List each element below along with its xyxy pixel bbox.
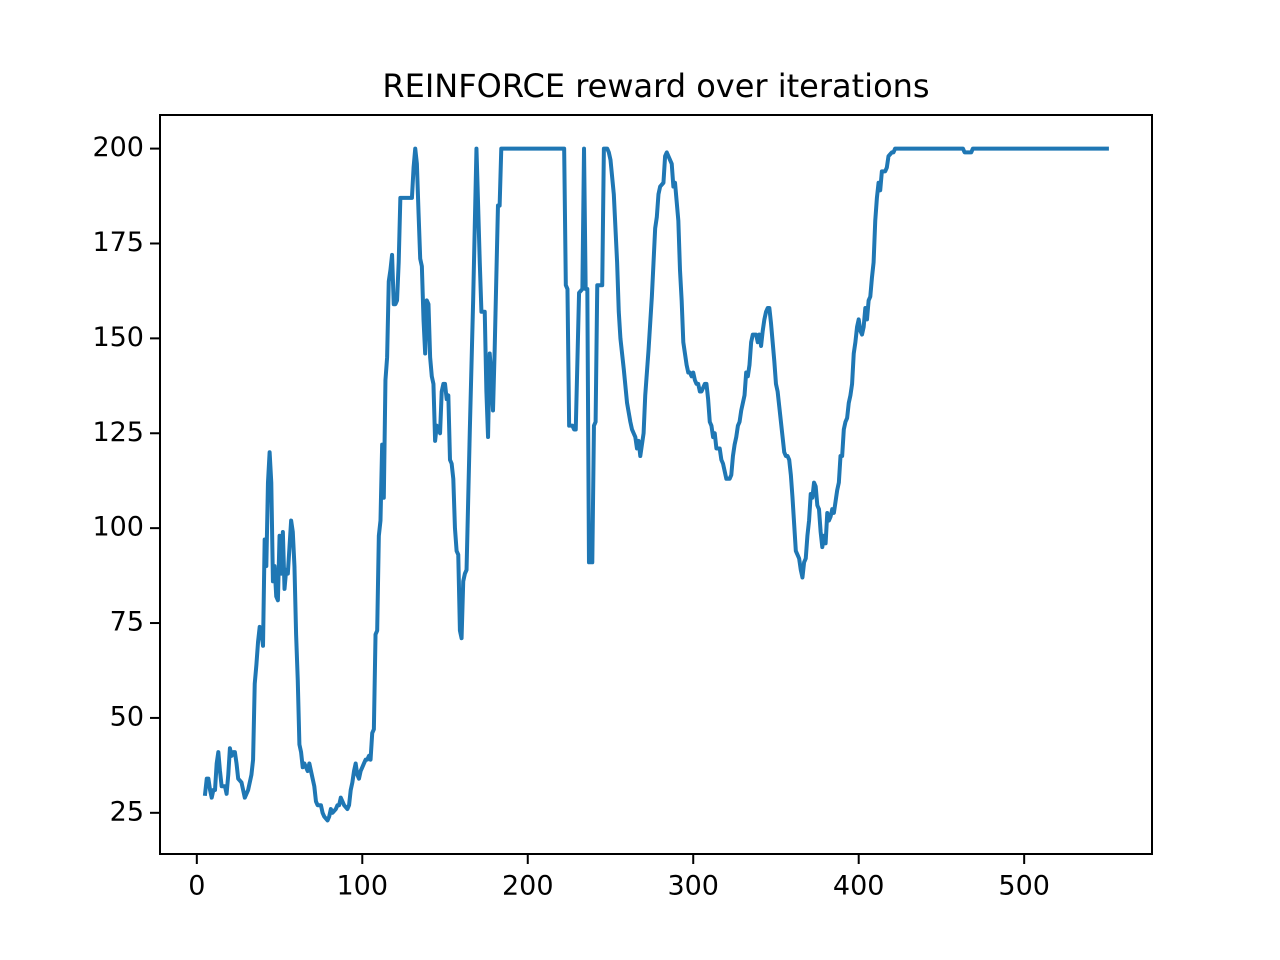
y-tick-label: 25 bbox=[110, 796, 144, 827]
x-tick-label: 100 bbox=[337, 871, 389, 902]
chart-title: REINFORCE reward over iterations bbox=[382, 67, 929, 105]
y-tick-label: 150 bbox=[92, 322, 144, 353]
y-tick-label: 100 bbox=[92, 512, 144, 543]
y-tick-label: 125 bbox=[92, 417, 144, 448]
x-tick-label: 500 bbox=[998, 871, 1050, 902]
x-tick-label: 200 bbox=[502, 871, 554, 902]
y-tick-label: 75 bbox=[110, 607, 144, 638]
data-line bbox=[202, 146, 1109, 823]
x-tick-label: 400 bbox=[833, 871, 885, 902]
y-tick-label: 50 bbox=[110, 701, 144, 732]
y-tick-label: 175 bbox=[92, 227, 144, 258]
x-tick-label: 300 bbox=[667, 871, 719, 902]
x-tick-label: 0 bbox=[188, 871, 205, 902]
plot-frame bbox=[159, 114, 1153, 855]
y-tick-label: 200 bbox=[92, 132, 144, 163]
